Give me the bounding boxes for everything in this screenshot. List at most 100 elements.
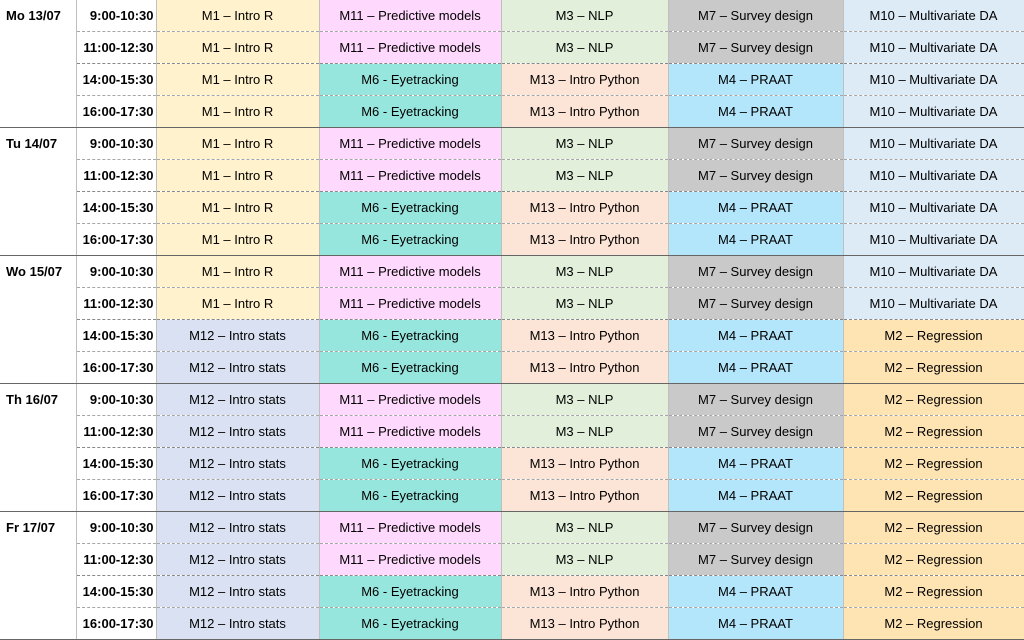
module-cell: M10 – Multivariate DA [843, 223, 1024, 256]
module-cell: M1 – Intro R [156, 287, 320, 320]
module-cell: M3 – NLP [501, 255, 669, 288]
time-slot: 14:00-15:30 [76, 447, 157, 480]
schedule-row: 11:00-12:30 M1 – Intro R M11 – Predictive … [0, 159, 1024, 192]
schedule-row: 16:00-17:30 M1 – Intro R M6 - Eyetracking M… [0, 223, 1024, 256]
day-label-empty [0, 191, 77, 224]
module-cell: M4 – PRAAT [668, 479, 844, 512]
module-cell: M11 – Predictive models [319, 287, 502, 320]
day-label-empty [0, 575, 77, 608]
module-cell: M6 - Eyetracking [319, 447, 502, 480]
schedule-row: Tu 14/07 9:00-10:30 M1 – Intro R M11 – Pred… [0, 127, 1024, 160]
time-slot: 11:00-12:30 [76, 31, 157, 64]
schedule-row: 14:00-15:30 M12 – Intro stats M6 - Eyetrac… [0, 447, 1024, 480]
module-cell: M3 – NLP [501, 127, 669, 160]
day-label-empty [0, 287, 77, 320]
module-cell: M10 – Multivariate DA [843, 159, 1024, 192]
module-cell: M4 – PRAAT [668, 223, 844, 256]
module-cell: M1 – Intro R [156, 0, 320, 32]
module-cell: M3 – NLP [501, 415, 669, 448]
module-cell: M6 - Eyetracking [319, 575, 502, 608]
module-cell: M10 – Multivariate DA [843, 0, 1024, 32]
module-cell: M11 – Predictive models [319, 159, 502, 192]
module-cell: M12 – Intro stats [156, 415, 320, 448]
module-cell: M10 – Multivariate DA [843, 95, 1024, 128]
module-cell: M2 – Regression [843, 575, 1024, 608]
time-slot: 9:00-10:30 [76, 127, 157, 160]
module-cell: M12 – Intro stats [156, 479, 320, 512]
schedule-row: 11:00-12:30 M1 – Intro R M11 – Predictive … [0, 31, 1024, 64]
module-cell: M13 – Intro Python [501, 95, 669, 128]
time-slot: 14:00-15:30 [76, 191, 157, 224]
module-cell: M6 - Eyetracking [319, 351, 502, 384]
schedule-row: 16:00-17:30 M1 – Intro R M6 - Eyetracking M… [0, 95, 1024, 128]
module-cell: M1 – Intro R [156, 159, 320, 192]
day-label: Th 16/07 [0, 383, 77, 416]
module-cell: M12 – Intro stats [156, 319, 320, 352]
module-cell: M13 – Intro Python [501, 351, 669, 384]
schedule-row: 14:00-15:30 M12 – Intro stats M6 - Eyetrac… [0, 319, 1024, 352]
module-cell: M11 – Predictive models [319, 543, 502, 576]
day-label-empty [0, 223, 77, 256]
module-cell: M13 – Intro Python [501, 63, 669, 96]
schedule-row: 11:00-12:30 M12 – Intro stats M11 – Predic… [0, 415, 1024, 448]
time-slot: 14:00-15:30 [76, 319, 157, 352]
module-cell: M3 – NLP [501, 159, 669, 192]
day-label-empty [0, 95, 77, 128]
day-label-empty [0, 63, 77, 96]
module-cell: M10 – Multivariate DA [843, 191, 1024, 224]
module-cell: M4 – PRAAT [668, 63, 844, 96]
module-cell: M12 – Intro stats [156, 543, 320, 576]
module-cell: M11 – Predictive models [319, 415, 502, 448]
day-label-empty [0, 319, 77, 352]
time-slot: 9:00-10:30 [76, 511, 157, 544]
module-cell: M13 – Intro Python [501, 319, 669, 352]
day-label: Wo 15/07 [0, 255, 77, 288]
module-cell: M12 – Intro stats [156, 351, 320, 384]
module-cell: M1 – Intro R [156, 255, 320, 288]
module-cell: M12 – Intro stats [156, 575, 320, 608]
schedule-row: Mo 13/07 9:00-10:30 M1 – Intro R M11 – Pred… [0, 0, 1024, 32]
module-cell: M2 – Regression [843, 415, 1024, 448]
module-cell: M10 – Multivariate DA [843, 31, 1024, 64]
module-cell: M3 – NLP [501, 383, 669, 416]
day-label: Mo 13/07 [0, 0, 77, 32]
module-cell: M6 - Eyetracking [319, 191, 502, 224]
schedule-row: 14:00-15:30 M12 – Intro stats M6 - Eyetrac… [0, 575, 1024, 608]
day-label-empty [0, 543, 77, 576]
time-slot: 14:00-15:30 [76, 63, 157, 96]
schedule-row: 11:00-12:30 M1 – Intro R M11 – Predictive … [0, 287, 1024, 320]
module-cell: M12 – Intro stats [156, 383, 320, 416]
module-cell: M7 – Survey design [668, 287, 844, 320]
module-cell: M13 – Intro Python [501, 479, 669, 512]
module-cell: M2 – Regression [843, 319, 1024, 352]
day-label-empty [0, 447, 77, 480]
day-label-empty [0, 159, 77, 192]
schedule-row: 16:00-17:30 M12 – Intro stats M6 - Eyetrac… [0, 479, 1024, 512]
schedule-row: 16:00-17:30 M12 – Intro stats M6 - Eyetrac… [0, 351, 1024, 384]
module-cell: M10 – Multivariate DA [843, 255, 1024, 288]
module-cell: M6 - Eyetracking [319, 95, 502, 128]
module-cell: M11 – Predictive models [319, 31, 502, 64]
module-cell: M4 – PRAAT [668, 351, 844, 384]
module-cell: M4 – PRAAT [668, 191, 844, 224]
module-cell: M7 – Survey design [668, 255, 844, 288]
module-cell: M2 – Regression [843, 479, 1024, 512]
module-cell: M2 – Regression [843, 383, 1024, 416]
module-cell: M7 – Survey design [668, 383, 844, 416]
module-cell: M6 - Eyetracking [319, 223, 502, 256]
module-cell: M4 – PRAAT [668, 607, 844, 640]
time-slot: 11:00-12:30 [76, 287, 157, 320]
module-cell: M4 – PRAAT [668, 447, 844, 480]
day-label-empty [0, 607, 77, 640]
module-cell: M7 – Survey design [668, 127, 844, 160]
module-cell: M2 – Regression [843, 607, 1024, 640]
module-cell: M11 – Predictive models [319, 511, 502, 544]
module-cell: M1 – Intro R [156, 223, 320, 256]
module-cell: M6 - Eyetracking [319, 607, 502, 640]
module-cell: M4 – PRAAT [668, 95, 844, 128]
module-cell: M10 – Multivariate DA [843, 287, 1024, 320]
module-cell: M3 – NLP [501, 511, 669, 544]
time-slot: 16:00-17:30 [76, 607, 157, 640]
